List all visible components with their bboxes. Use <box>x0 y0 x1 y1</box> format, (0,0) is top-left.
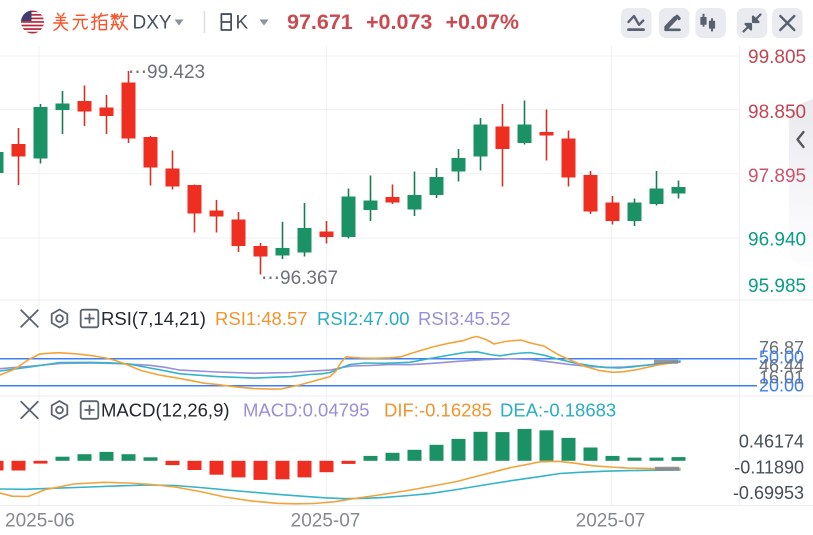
svg-text:76.87: 76.87 <box>759 338 804 358</box>
svg-text:50.00: 50.00 <box>759 347 804 367</box>
svg-text:16.01: 16.01 <box>759 367 804 387</box>
svg-text:MACD:0.04795: MACD:0.04795 <box>243 400 369 421</box>
svg-text:DXY: DXY <box>133 13 172 34</box>
svg-text:99.805: 99.805 <box>748 47 806 68</box>
svg-text:RSI1:48.57: RSI1:48.57 <box>215 308 308 329</box>
svg-text:⋯96.367: ⋯96.367 <box>261 268 338 289</box>
svg-text:K: K <box>236 13 249 34</box>
svg-text:20.00: 20.00 <box>759 375 804 395</box>
svg-text:MACD(12,26,9): MACD(12,26,9) <box>101 400 230 421</box>
svg-text:95.985: 95.985 <box>748 276 806 297</box>
svg-text:0.46174: 0.46174 <box>739 432 804 452</box>
svg-text:DEA:-0.18683: DEA:-0.18683 <box>500 400 616 421</box>
svg-text:RSI(7,14,21): RSI(7,14,21) <box>101 308 206 329</box>
svg-text:+0.073: +0.073 <box>366 10 432 34</box>
svg-text:96.940: 96.940 <box>748 230 806 251</box>
svg-text:RSI2:47.00: RSI2:47.00 <box>317 308 410 329</box>
svg-text:97.895: 97.895 <box>748 166 806 187</box>
svg-text:DIF:-0.16285: DIF:-0.16285 <box>384 400 492 421</box>
svg-text:+0.07%: +0.07% <box>446 10 520 34</box>
svg-text:-0.11890: -0.11890 <box>734 458 804 478</box>
svg-text:97.671: 97.671 <box>287 10 353 34</box>
svg-text:2025-07: 2025-07 <box>576 511 646 532</box>
svg-text:⋯99.423: ⋯99.423 <box>128 62 205 83</box>
svg-text:46.44: 46.44 <box>759 356 804 376</box>
svg-text:RSI3:45.52: RSI3:45.52 <box>418 308 511 329</box>
svg-text:-0.69953: -0.69953 <box>733 483 804 503</box>
svg-text:2025-06: 2025-06 <box>5 511 75 532</box>
svg-text:98.850: 98.850 <box>748 102 806 123</box>
svg-text:2025-07: 2025-07 <box>291 511 361 532</box>
